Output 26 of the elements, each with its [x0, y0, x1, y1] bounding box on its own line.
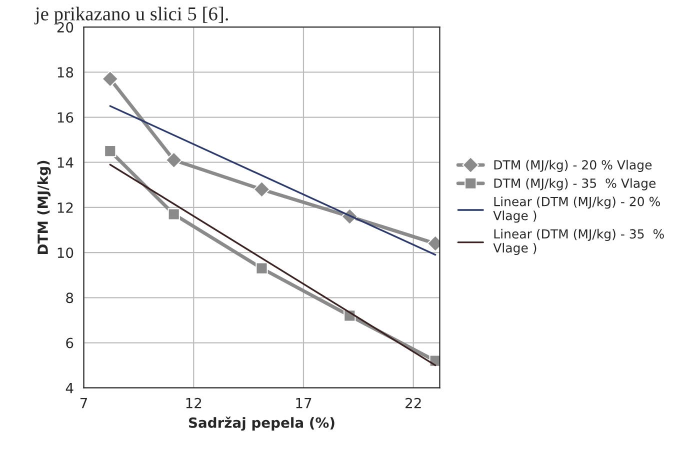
y-axis-title: DTM (MJ/kg) [37, 160, 51, 254]
x-tick-label: 7 [80, 398, 87, 408]
x-axis-title: Sadržaj pepela (%) [188, 416, 334, 431]
y-tick-label: 6 [66, 338, 74, 348]
point [165, 152, 182, 168]
legend-label: Linear (DTM (MJ/kg) - 35 % Vlage ) [493, 228, 664, 256]
y-tick-label: 4 [66, 383, 74, 394]
legend-label: Linear (DTM (MJ/kg) - 20 % Vlage ) [493, 196, 660, 223]
y-tick-label: 18 [58, 67, 74, 78]
text: je prikazano u slici 5 [6]. [34, 6, 228, 24]
y-tick-label: 14 [58, 158, 74, 168]
point [253, 181, 270, 198]
y-tick-label: 12 [58, 202, 73, 213]
x-tick-label: 17 [296, 398, 312, 408]
point [104, 145, 116, 158]
legend-label: DTM (MJ/kg) - 20 % Vlage [494, 160, 652, 172]
point [168, 208, 180, 220]
y-tick-label: 10 [58, 248, 74, 258]
y-tick-label: 20 [57, 22, 74, 33]
x-tick-label: 22 [406, 398, 421, 408]
y-tick-label: 16 [58, 112, 74, 123]
legend-label: DTM (MJ/kg) - 35 % Vlage [494, 178, 656, 190]
x-tick-label: 12 [186, 398, 202, 408]
y-tick-label: 8 [66, 292, 74, 304]
point [256, 262, 268, 274]
point [102, 70, 119, 88]
